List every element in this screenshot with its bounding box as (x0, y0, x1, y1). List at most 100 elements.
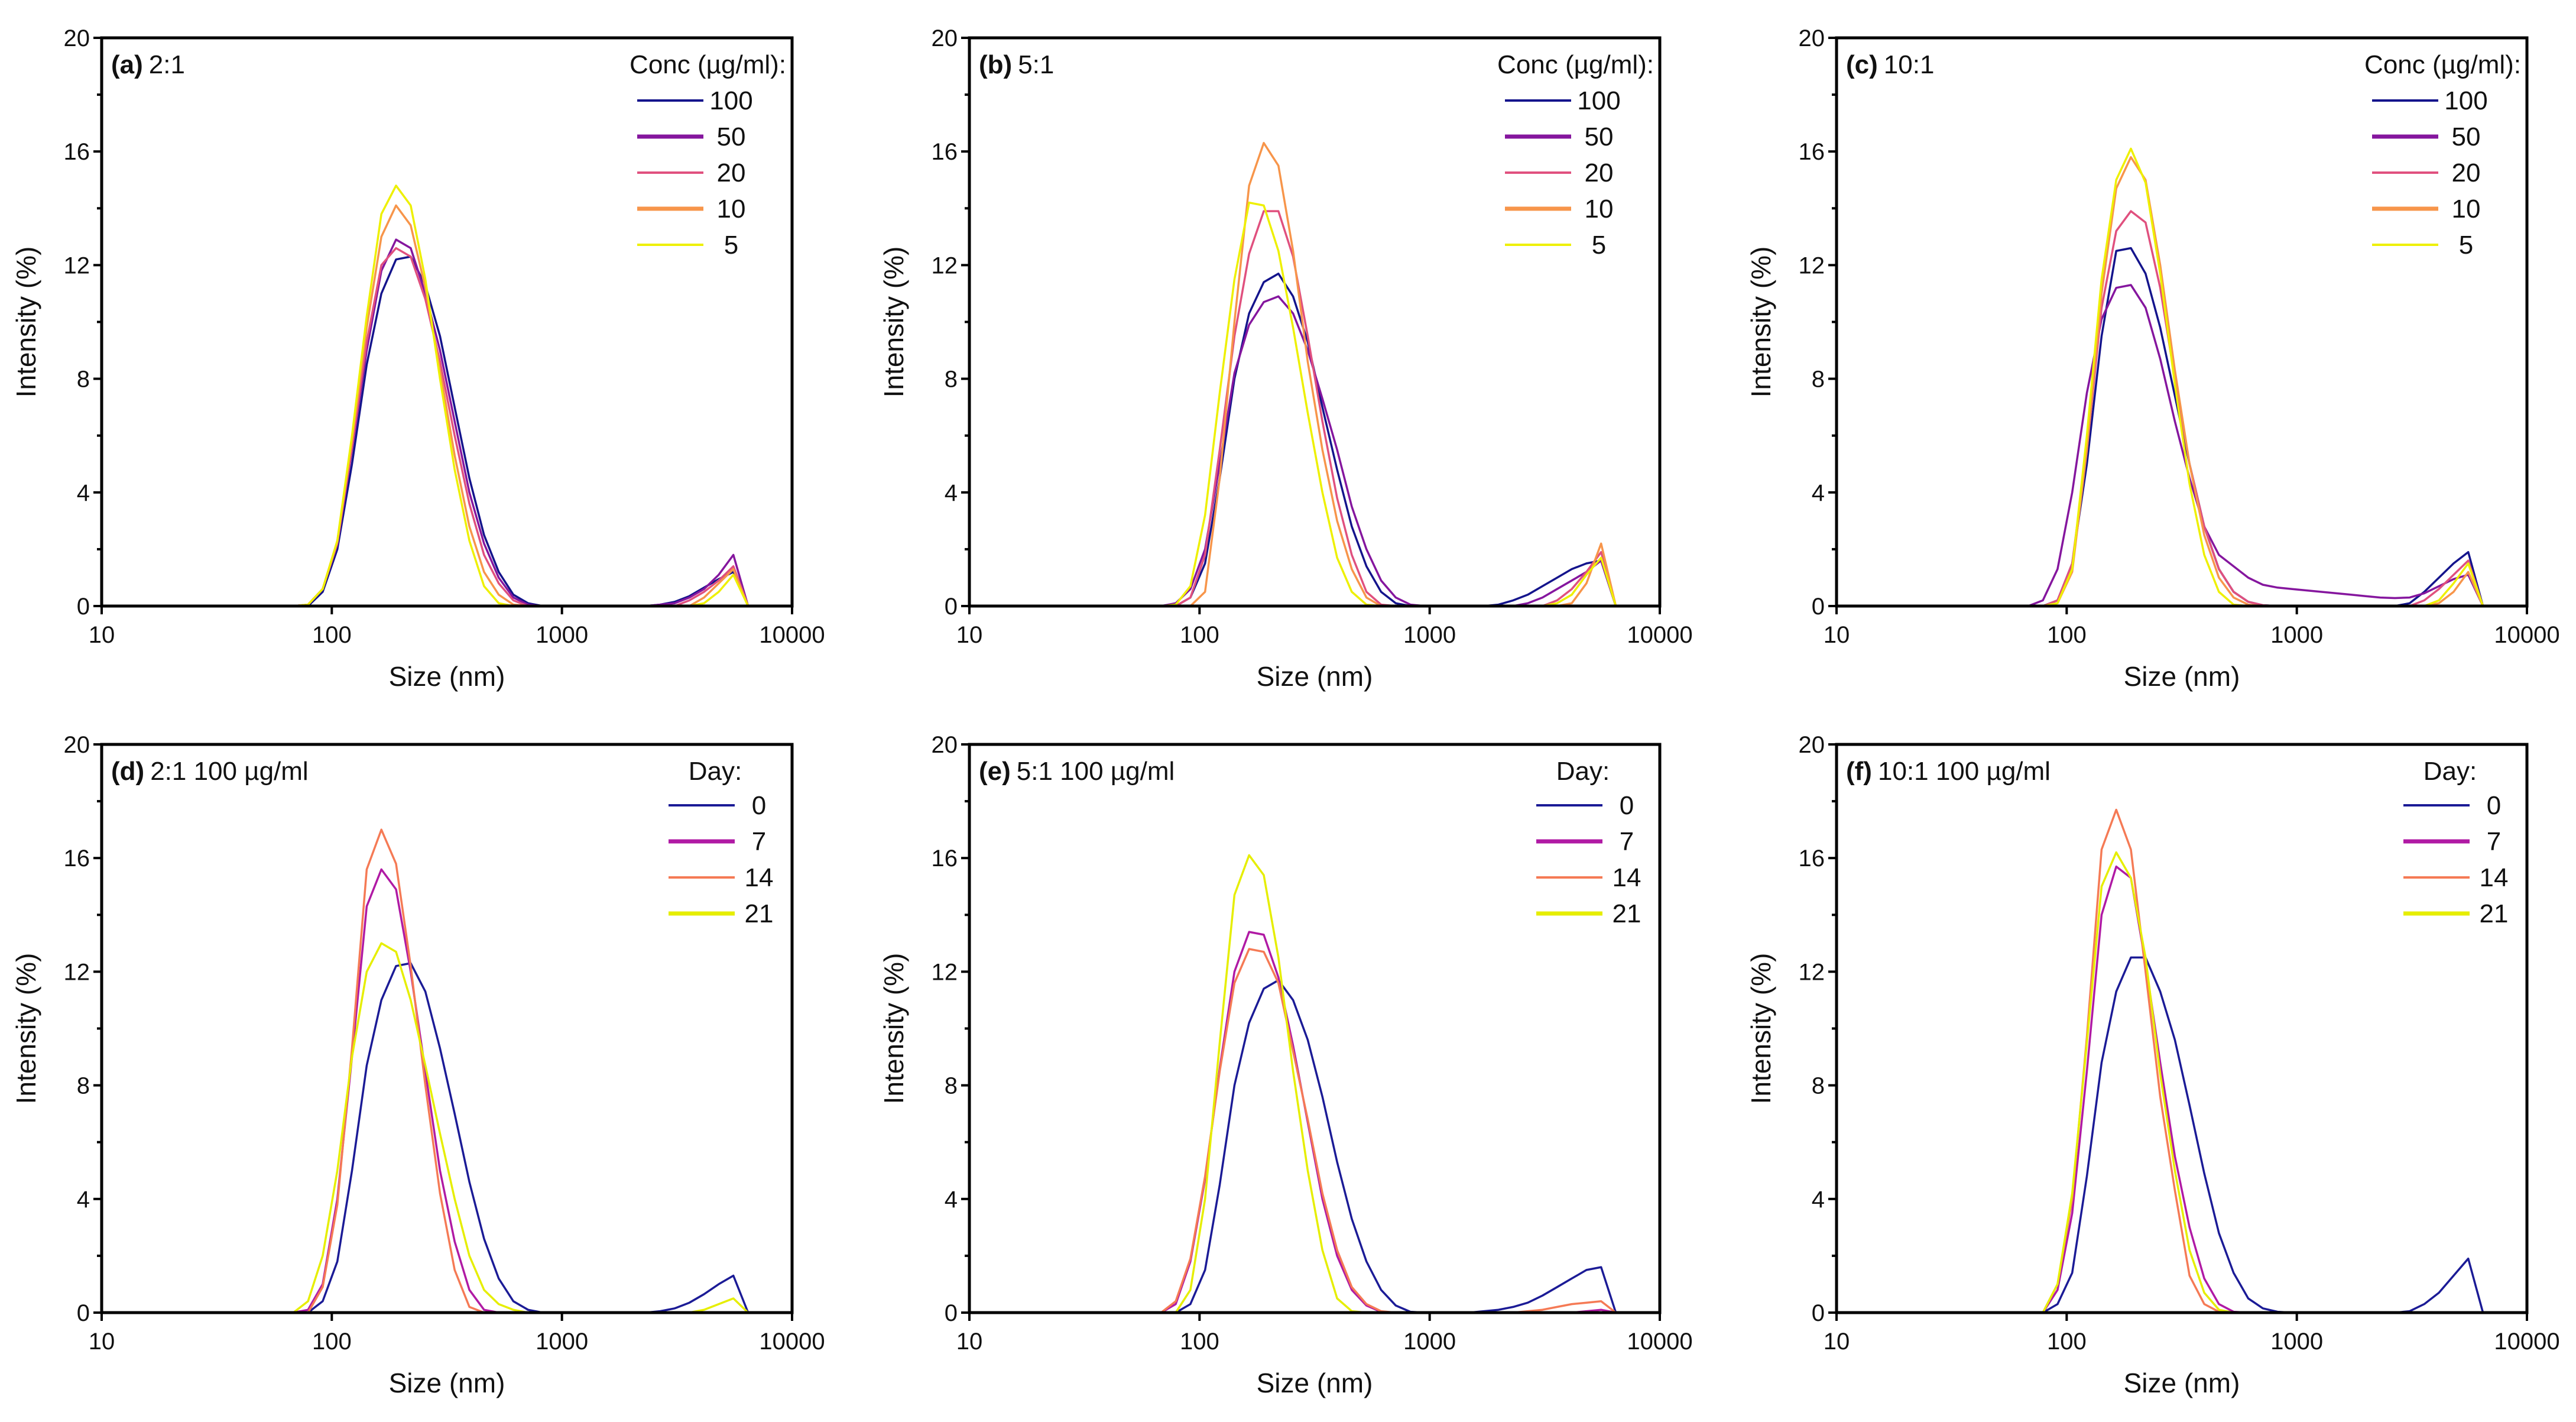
chart-panel-c: 0 4 8 12 16 20 10 100 1000 10000 Size (nm) Intensit… (1746, 25, 2560, 692)
x-tick-label: 1000 (1403, 622, 1456, 648)
y-tick-label: 20 (932, 25, 958, 51)
legend: Conc (µg/ml): 100 50 20 10 5 (1497, 50, 1654, 260)
panel-letter: (a) (111, 50, 143, 79)
plot-frame (100, 36, 794, 608)
y-axis-title: Intensity (%) (878, 953, 909, 1104)
legend-label: 100 (2444, 86, 2487, 115)
legend-label: 50 (717, 122, 746, 151)
y-tick-label: 8 (945, 367, 958, 393)
y-tick-label: 4 (945, 1187, 958, 1213)
series-line-100 (293, 255, 750, 607)
series-line-10 (1161, 142, 1617, 607)
panel-title: (f) 10:1 100 µg/ml (1846, 757, 2051, 786)
legend-item-100: 100 (2372, 86, 2488, 115)
series-line-21 (1161, 854, 1616, 1314)
panel-letter: (d) (111, 757, 144, 786)
legend-title: Conc (µg/ml): (1497, 50, 1654, 79)
y-tick-label: 0 (77, 594, 90, 620)
y-tick-label: 20 (932, 732, 958, 758)
y-tick-label: 4 (945, 480, 958, 506)
x-tick-label: 10000 (2494, 1329, 2559, 1355)
legend-item-20: 20 (1505, 158, 1613, 187)
legend-item-14: 14 (1536, 863, 1641, 892)
x-axis-title: Size (nm) (389, 661, 505, 692)
legend-label: 10 (1585, 195, 1614, 223)
legend: Conc (µg/ml): 100 50 20 10 5 (2364, 50, 2521, 260)
x-tick-label: 100 (2047, 1329, 2087, 1355)
panel-subtitle: 10:1 (1884, 50, 1935, 79)
y-axis-title: Intensity (%) (11, 247, 41, 398)
legend-item-10: 10 (1505, 195, 1613, 223)
legend-title: Conc (µg/ml): (2364, 50, 2521, 79)
legend-item-7: 7 (669, 827, 766, 856)
legend-label: 5 (1592, 231, 1606, 260)
legend-item-5: 5 (2372, 231, 2473, 260)
chart-panel-e: 0 4 8 12 16 20 10 100 1000 10000 Size (nm) Intensit… (878, 732, 1693, 1398)
legend-label: 5 (724, 231, 738, 260)
x-tick-label: 1000 (536, 622, 588, 648)
y-tick-label: 12 (1799, 959, 1825, 985)
y-tick-label: 4 (1812, 1187, 1825, 1213)
legend-item-7: 7 (1536, 827, 1634, 856)
legend-label: 20 (2452, 158, 2481, 187)
x-tick-label: 10 (1824, 622, 1850, 648)
legend-item-21: 21 (2403, 899, 2508, 928)
legend-label: 50 (1585, 122, 1614, 151)
x-tick-label: 10000 (2494, 622, 2559, 648)
y-tick-label: 12 (932, 959, 958, 985)
legend-item-7: 7 (2403, 827, 2501, 856)
series-line-50 (1160, 295, 1617, 607)
x-tick-label: 100 (1180, 622, 1219, 648)
legend-label: 21 (2480, 899, 2509, 928)
legend-label: 100 (1577, 86, 1620, 115)
series-line-14 (293, 828, 748, 1314)
y-tick-label: 4 (77, 1187, 90, 1213)
panel-subtitle: 10:1 100 µg/ml (1878, 757, 2051, 786)
x-axis-title: Size (nm) (2124, 661, 2240, 692)
legend: Day: 0 7 14 21 (1536, 757, 1641, 928)
y-tick-label: 0 (1812, 594, 1825, 620)
legend-item-10: 10 (637, 195, 745, 223)
legend-label: 20 (1585, 158, 1614, 187)
panel-letter: (b) (979, 50, 1012, 79)
y-tick-label: 20 (64, 732, 90, 758)
x-tick-label: 10000 (759, 622, 825, 648)
chart-panel-d: 0 4 8 12 16 20 10 100 1000 10000 Size (nm) Intensit… (11, 732, 825, 1398)
x-axis-title: Size (nm) (2124, 1368, 2240, 1398)
y-tick-label: 16 (1799, 846, 1825, 872)
legend: Day: 0 7 14 21 (2403, 757, 2508, 928)
series-line-20 (293, 247, 750, 607)
y-tick-label: 16 (932, 846, 958, 872)
x-tick-label: 10 (1824, 1329, 1850, 1355)
y-tick-label: 8 (77, 367, 90, 393)
legend-label: 10 (2452, 195, 2481, 223)
legend-label: 100 (709, 86, 752, 115)
x-tick-label: 10000 (759, 1329, 825, 1355)
legend-item-0: 0 (669, 791, 766, 820)
legend-item-50: 50 (1505, 122, 1613, 151)
y-tick-label: 8 (77, 1073, 90, 1099)
series-line-0 (1161, 979, 1617, 1314)
panel-title: (d) 2:1 100 µg/ml (111, 757, 309, 786)
panel-title: (a) 2:1 (111, 50, 185, 79)
chart-panel-b: 0 4 8 12 16 20 10 100 1000 10000 Size (nm) Intensit… (878, 25, 1693, 692)
series-line-21 (293, 942, 749, 1314)
legend-label: 14 (1613, 863, 1641, 892)
panel-title: (e) 5:1 100 µg/ml (979, 757, 1175, 786)
legend-item-0: 0 (1536, 791, 1634, 820)
legend-item-14: 14 (2403, 863, 2508, 892)
y-tick-label: 20 (1799, 25, 1825, 51)
y-axis-title: Intensity (%) (878, 247, 909, 398)
legend-item-20: 20 (637, 158, 745, 187)
legend-item-21: 21 (1536, 899, 1641, 928)
y-tick-label: 12 (64, 959, 90, 985)
y-axis-title: Intensity (%) (1746, 953, 1776, 1104)
legend-item-14: 14 (669, 863, 773, 892)
legend-title: Day: (689, 757, 742, 786)
panel-letter: (c) (1846, 50, 1878, 79)
x-tick-label: 10 (956, 622, 983, 648)
legend-item-21: 21 (669, 899, 773, 928)
x-tick-label: 1000 (1403, 1329, 1456, 1355)
series-line-50 (2027, 284, 2484, 607)
